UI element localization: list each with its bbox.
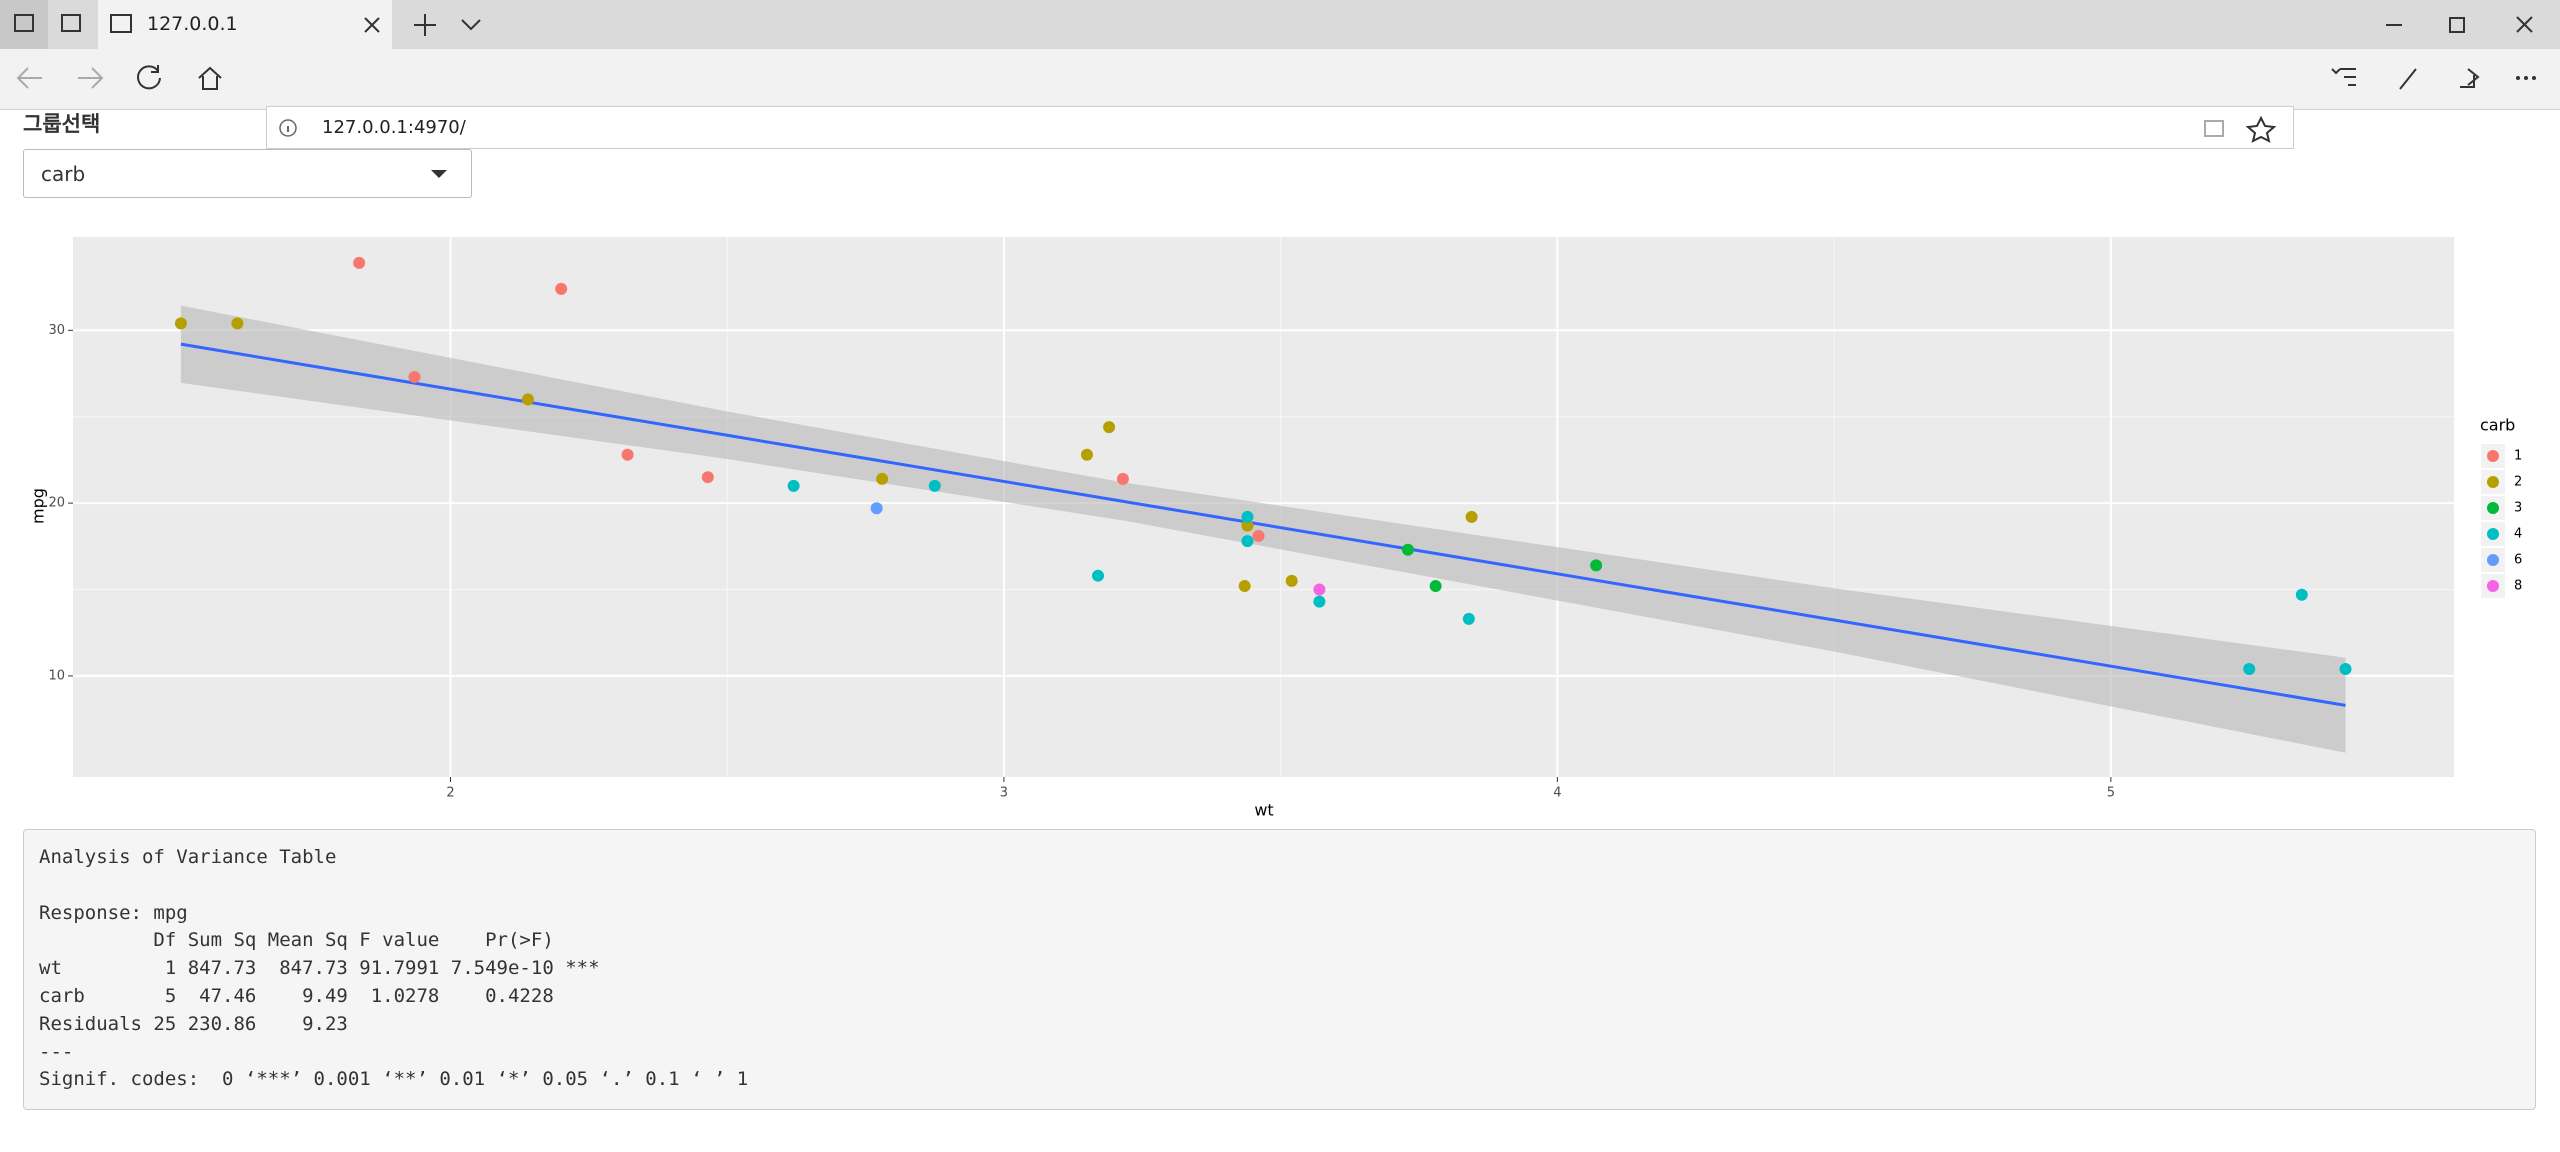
legend-label: 4 — [2514, 527, 2522, 542]
point — [1241, 519, 1254, 532]
tab-icons[interactable] — [0, 0, 98, 49]
legend-label: 6 — [2514, 553, 2522, 568]
window-controls[interactable] — [2360, 0, 2560, 49]
nav-buttons[interactable] — [0, 49, 260, 109]
point — [1241, 535, 1254, 548]
y-tick-label: 10 — [48, 668, 65, 683]
point — [1429, 580, 1442, 593]
tab-bar: 127.0.0.1 — [0, 0, 2560, 49]
tab-title: 127.0.0.1 — [147, 13, 238, 35]
point — [555, 282, 568, 295]
legend-swatch — [2487, 502, 2499, 514]
point — [2339, 663, 2352, 675]
select-value: carb — [41, 162, 86, 186]
legend-swatch — [2487, 476, 2499, 488]
group-select[interactable]: carb — [23, 149, 472, 198]
point — [1401, 543, 1414, 556]
y-tick-label: 30 — [48, 323, 65, 338]
point — [928, 479, 941, 492]
y-tick-label: 20 — [48, 496, 65, 511]
point — [174, 317, 187, 330]
point — [1313, 595, 1326, 608]
anova-line: Df Sum Sq Mean Sq F value Pr(>F) — [39, 929, 600, 952]
anova-line: Signif. codes: 0 ‘***’ 0.001 ‘**’ 0.01 ‘… — [39, 1068, 749, 1091]
legend-swatch — [2487, 450, 2499, 462]
point — [1092, 569, 1105, 582]
chart: wt mpg carb 10 20 30 2 3 4 5 1 2 3 4 6 8 — [29, 237, 2522, 820]
anova-line: wt 1 847.73 847.73 91.7991 7.549e-10 *** — [39, 957, 600, 980]
point — [701, 471, 714, 484]
legend-title: carb — [2480, 416, 2515, 435]
legend-label: 1 — [2514, 449, 2522, 464]
point — [1241, 510, 1254, 523]
anova-line: --- — [39, 1040, 74, 1063]
point — [870, 502, 883, 515]
point — [2295, 588, 2308, 601]
point — [1103, 421, 1116, 434]
select-label: 그룹선택 — [23, 112, 101, 136]
anova-line: Analysis of Variance Table — [39, 846, 337, 868]
confidence-band — [180, 305, 2346, 753]
x-tick-label: 3 — [1000, 786, 1008, 801]
point — [1313, 583, 1326, 596]
anova-line: carb 5 47.46 9.49 1.0278 0.4228 — [39, 985, 600, 1007]
legend-label: 3 — [2514, 501, 2522, 516]
url: 127.0.0.1:4970/ — [322, 117, 466, 138]
tab[interactable]: 127.0.0.1 — [98, 0, 392, 49]
toolbar[interactable] — [2320, 49, 2560, 109]
point — [1465, 510, 1478, 523]
x-axis-title: wt — [1254, 801, 1273, 820]
point — [353, 256, 366, 269]
point — [1252, 529, 1265, 542]
x-tick-label: 5 — [2107, 786, 2115, 801]
url-box[interactable]: 127.0.0.1:4970/ — [266, 106, 2294, 149]
point — [231, 317, 244, 330]
point — [1462, 612, 1475, 625]
point — [1285, 574, 1298, 587]
x-tick-label: 2 — [446, 786, 454, 801]
point — [621, 448, 634, 461]
legend-swatch — [2487, 528, 2499, 540]
anova-line: Residuals 25 230.86 9.23 — [39, 1012, 600, 1035]
legend-label: 2 — [2514, 475, 2522, 490]
regression-line — [180, 342, 2346, 707]
point — [787, 479, 800, 492]
new-tab[interactable] — [405, 0, 495, 49]
x-tick-label: 4 — [1553, 786, 1561, 801]
point — [1080, 448, 1093, 461]
address-row: 127.0.0.1:4970/ — [0, 49, 2560, 149]
point — [1116, 472, 1129, 485]
point — [408, 370, 421, 383]
anova-output: Analysis of Variance Table Response: mpg … — [23, 829, 2536, 1110]
point — [1590, 559, 1603, 572]
legend-swatch — [2487, 580, 2499, 592]
point — [521, 393, 534, 406]
point — [876, 472, 889, 485]
point — [1238, 580, 1251, 593]
legend-label: 8 — [2514, 579, 2522, 594]
point — [2243, 663, 2256, 675]
legend-swatch — [2487, 554, 2499, 566]
anova-line: Response: mpg — [39, 901, 188, 924]
y-axis-title: mpg — [29, 488, 48, 524]
